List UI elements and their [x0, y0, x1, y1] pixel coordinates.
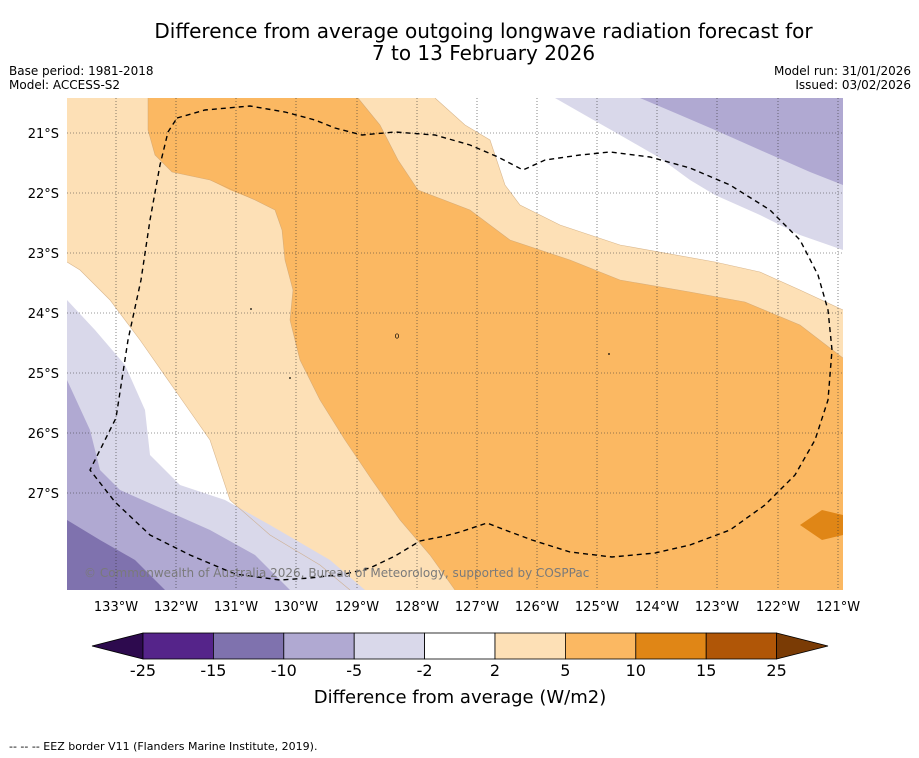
lon-label: 129°W [335, 600, 379, 615]
colorbar-tick: 10 [626, 661, 646, 680]
island-marker [395, 333, 399, 339]
chart-title-line1: Difference from average outgoing longwav… [154, 19, 813, 43]
lat-label: 23°S [28, 247, 59, 262]
lon-label: 128°W [395, 600, 439, 615]
copyright-credit: © Commonwealth of Australia 2026, Bureau… [84, 566, 589, 580]
longitude-labels: 133°W 132°W 131°W 130°W 129°W 128°W 127°… [94, 600, 860, 615]
colorbar-extend-min [91, 632, 144, 660]
colorbar-label: Difference from average (W/m2) [314, 687, 606, 708]
lon-label: 133°W [94, 600, 138, 615]
colorbar-extend-max [776, 632, 829, 660]
lat-label: 26°S [28, 427, 59, 442]
region-medium-purple-sw [67, 380, 290, 590]
contour-lines [67, 98, 843, 590]
lat-label: 21°S [28, 127, 59, 142]
eez-border-note: -- -- -- EEZ border V11 (Flanders Marine… [9, 740, 318, 753]
lon-label: 124°W [635, 600, 679, 615]
colorbar-segment [494, 632, 566, 660]
colorbar-tick: -10 [271, 661, 297, 680]
lon-label: 122°W [756, 600, 800, 615]
lon-label: 121°W [816, 600, 860, 615]
island-marker [250, 308, 252, 310]
colorbar-tick: 2 [490, 661, 500, 680]
latitude-labels: 21°S 22°S 23°S 24°S 25°S 26°S 27°S [28, 127, 59, 502]
region-orange-core [148, 98, 843, 590]
island-marker [289, 377, 291, 379]
anomaly-field: © Commonwealth of Australia 2026, Bureau… [67, 98, 843, 590]
chart-title-line2: 7 to 13 February 2026 [371, 41, 596, 65]
colorbar-segment [283, 632, 355, 660]
colorbar-segment [635, 632, 707, 660]
model-run-text: Model run: 31/01/2026 [773, 64, 911, 78]
colorbar-segment [353, 632, 426, 660]
colorbar-segment [565, 632, 637, 660]
colorbar-tick: 15 [696, 661, 716, 680]
lat-label: 22°S [28, 187, 59, 202]
colorbar-segment [424, 632, 496, 660]
lon-label: 131°W [214, 600, 258, 615]
model-text: Model: ACCESS-S2 [9, 78, 121, 92]
region-medium-purple-ne [640, 98, 843, 185]
colorbar-segment [212, 632, 285, 660]
lon-label: 132°W [154, 600, 198, 615]
colorbar-tick: 25 [766, 661, 786, 680]
lon-label: 130°W [274, 600, 318, 615]
region-dark-orange-spot [800, 510, 843, 540]
lon-label: 126°W [515, 600, 559, 615]
colorbar-segment [705, 632, 778, 660]
lon-label: 125°W [575, 600, 619, 615]
island-marker [608, 353, 610, 355]
lon-label: 127°W [455, 600, 499, 615]
lat-label: 24°S [28, 307, 59, 322]
lon-label: 123°W [695, 600, 739, 615]
lat-label: 27°S [28, 487, 59, 502]
eez-border [89, 105, 833, 581]
colorbar-tick: -15 [200, 661, 226, 680]
base-period-text: Base period: 1981-2018 [9, 64, 154, 78]
colorbar-tick: -2 [417, 661, 433, 680]
colorbar-tick: 5 [560, 661, 570, 680]
colorbar-segment [142, 632, 214, 660]
graticule [67, 98, 843, 590]
colorbar-tick: -25 [130, 661, 156, 680]
colorbar-tick: -5 [346, 661, 362, 680]
colorbar: -25 -15 -10 -5 -2 2 5 10 15 25 Differenc… [91, 632, 829, 708]
lat-label: 25°S [28, 367, 59, 382]
issued-text: Issued: 03/02/2026 [795, 78, 911, 92]
